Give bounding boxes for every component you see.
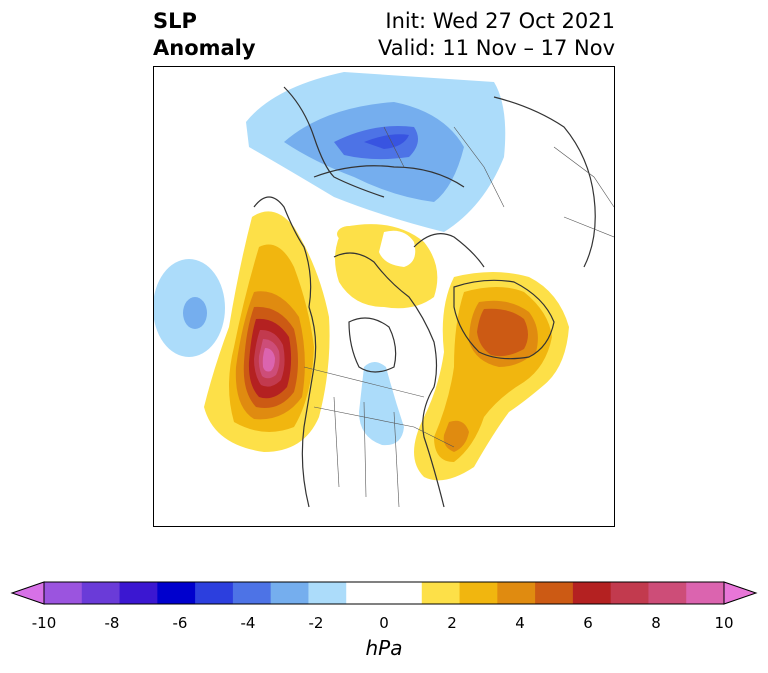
pacific-positive-anomaly: [204, 211, 330, 452]
coastlines: [253, 86, 596, 508]
colorbar-tick-label: 8: [651, 614, 661, 632]
colorbar-segment: [497, 582, 536, 604]
colorbar-segment: [610, 582, 649, 604]
init-date: Init: Wed 27 Oct 2021: [385, 9, 615, 33]
colorbar-tick-label: -10: [31, 614, 57, 632]
colorbar-segment: [648, 582, 687, 604]
colorbar-tick-label: 0: [379, 614, 389, 632]
anomaly-map: [153, 66, 615, 527]
colorbar-segment: [421, 582, 461, 604]
colorbar-segment: [157, 582, 196, 604]
colorbar-tick-label: 6: [583, 614, 593, 632]
colorbar-segment: [572, 582, 612, 604]
arctic-negative-anomaly: [246, 72, 506, 232]
colorbar-segment: [270, 582, 309, 604]
colorbar-extend-high: [723, 581, 758, 605]
date-block: Init: Wed 27 Oct 2021 Valid: 11 Nov – 17…: [378, 8, 615, 62]
anomaly-title: Anomaly: [153, 36, 256, 60]
colorbar-tick-label: -4: [240, 614, 256, 632]
borders: [303, 126, 614, 508]
colorbar-segment: [119, 582, 158, 604]
atlantic-positive-anomaly: [414, 272, 569, 481]
colorbar-segment: [459, 582, 498, 604]
central-negative-anomaly: [359, 362, 404, 446]
arctic-positive-anomaly: [335, 224, 438, 309]
colorbar-segment: [308, 582, 347, 604]
colorbar-tick-label: 2: [447, 614, 457, 632]
colorbar: [10, 581, 758, 605]
colorbar-outline: [43, 581, 725, 605]
colorbar-extend-low: [10, 581, 45, 605]
colorbar-tick-label: 4: [515, 614, 525, 632]
colorbar-tick-label: -8: [104, 614, 120, 632]
colorbar-segment: [535, 582, 574, 604]
colorbar-segment: [195, 582, 234, 604]
colorbar-tick-label: 10: [714, 614, 734, 632]
valid-date: Valid: 11 Nov – 17 Nov: [378, 36, 615, 60]
map-canvas: [154, 72, 614, 508]
north-pacific-negative-anomaly: [154, 259, 225, 357]
colorbar-tick-label: -2: [308, 614, 324, 632]
colorbar-segment: [44, 582, 83, 604]
colorbar-segment: [346, 582, 385, 604]
colorbar-tick-label: -6: [172, 614, 188, 632]
colorbar-segment: [81, 582, 121, 604]
colorbar-segment: [232, 582, 272, 604]
variable-title: SLP: [153, 9, 197, 33]
units-label: hPa: [365, 636, 403, 660]
title-block: SLP Anomaly: [153, 8, 256, 62]
colorbar-segment: [686, 582, 725, 604]
colorbar-segment: [384, 582, 423, 604]
